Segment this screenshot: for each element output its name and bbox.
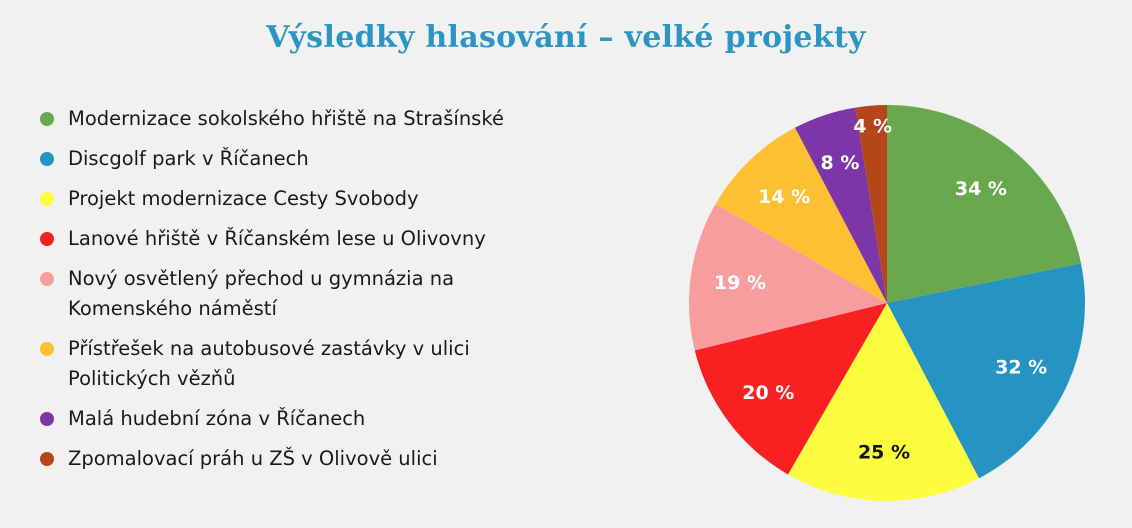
legend-label: Zpomalovací práh u ZŠ v Olivově ulici [68, 447, 438, 470]
legend-item: Přístřešek na autobusové zastávky v ulic… [38, 334, 538, 394]
legend-marker [40, 192, 54, 206]
legend-label: Nový osvětlený přechod u gymnázia na Kom… [68, 267, 455, 320]
chart-title: Výsledky hlasování – velké projekty [266, 20, 866, 55]
legend-label: Discgolf park v Říčanech [68, 147, 309, 170]
legend-marker [40, 112, 54, 126]
legend-item: Nový osvětlený přechod u gymnázia na Kom… [38, 264, 538, 324]
pie-slice [855, 105, 887, 303]
legend-item: Zpomalovací práh u ZŠ v Olivově ulici [38, 444, 538, 474]
legend-item: Modernizace sokolského hřiště na Strašín… [38, 104, 538, 134]
data-label: 34 % [955, 178, 1007, 200]
legend-item: Discgolf park v Říčanech [38, 144, 538, 174]
legend-marker [40, 452, 54, 466]
data-label: 32 % [995, 357, 1047, 379]
pie-slice [788, 303, 980, 501]
legend-label: Projekt modernizace Cesty Svobody [68, 187, 419, 210]
legend: Modernizace sokolského hřiště na Strašín… [38, 104, 538, 484]
legend-item: Malá hudební zóna v Říčanech [38, 404, 538, 434]
pie-slice [694, 303, 887, 475]
pie-slice [794, 107, 887, 303]
pie-slice [887, 105, 1081, 303]
pie-slice [715, 127, 887, 303]
data-label: 8 % [821, 152, 860, 174]
data-label: 20 % [742, 382, 794, 404]
legend-item: Projekt modernizace Cesty Svobody [38, 184, 538, 214]
data-label: 19 % [714, 272, 766, 294]
pie-slice [887, 263, 1085, 479]
pie-slice [689, 204, 887, 351]
legend-label: Přístřešek na autobusové zastávky v ulic… [68, 337, 470, 390]
legend-marker [40, 412, 54, 426]
legend-label: Modernizace sokolského hřiště na Strašín… [68, 107, 504, 130]
legend-marker [40, 272, 54, 286]
legend-label: Lanové hřiště v Říčanském lese u Olivovn… [68, 227, 486, 250]
legend-marker [40, 152, 54, 166]
legend-item: Lanové hřiště v Říčanském lese u Olivovn… [38, 224, 538, 254]
data-label: 4 % [853, 115, 892, 137]
legend-marker [40, 232, 54, 246]
legend-marker [40, 342, 54, 356]
data-label: 14 % [758, 186, 810, 208]
data-label: 25 % [858, 441, 910, 463]
legend-label: Malá hudební zóna v Říčanech [68, 407, 366, 430]
